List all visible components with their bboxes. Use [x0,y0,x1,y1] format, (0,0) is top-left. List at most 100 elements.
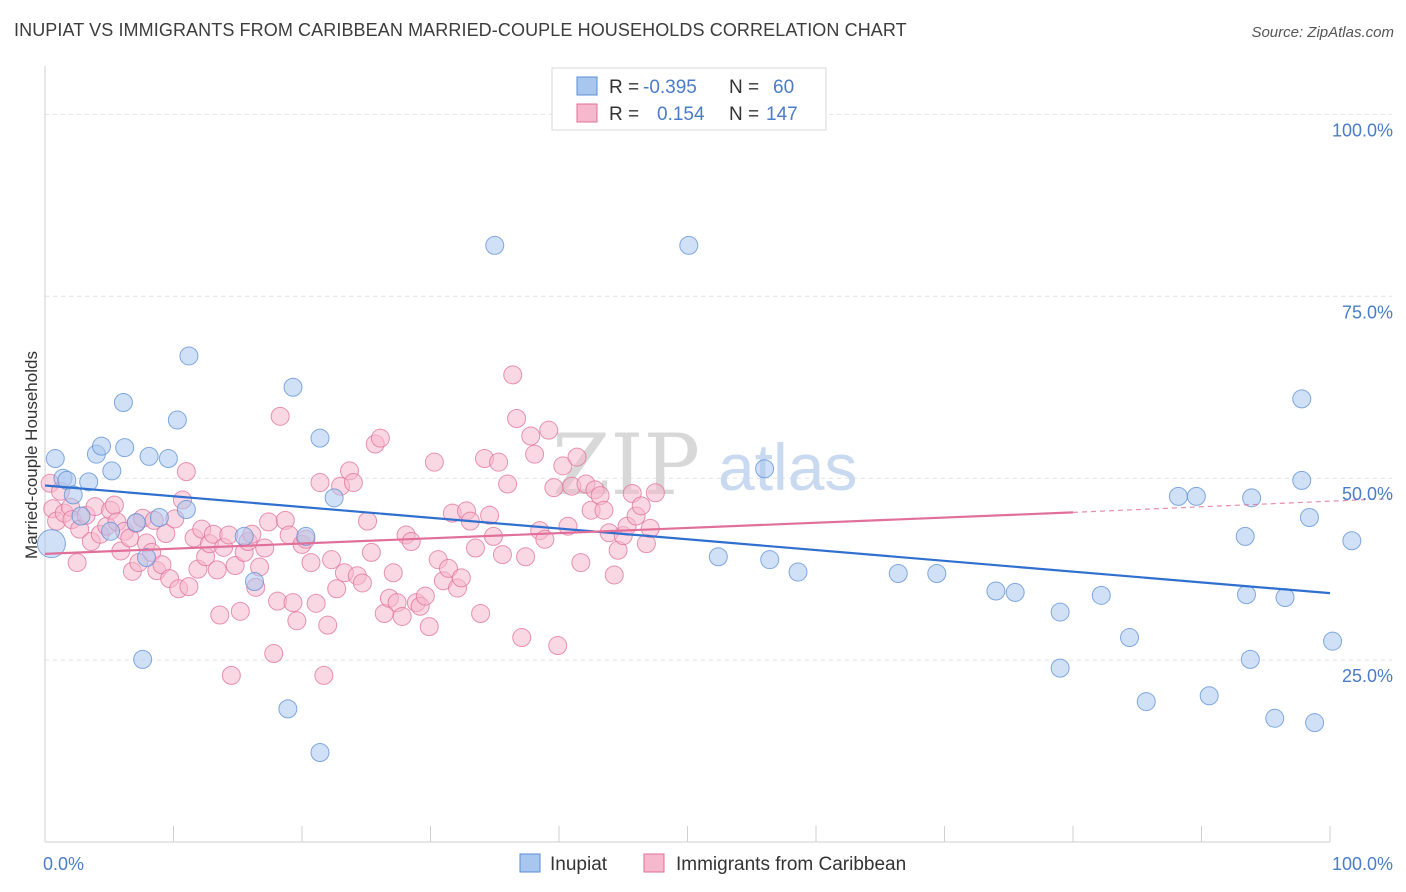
inupiat-point-37 [927,564,947,584]
caribbean-point-124 [567,447,587,467]
inupiat-point-42 [1091,585,1111,605]
inupiat-point-29 [324,488,344,508]
axes [44,66,1331,843]
inupiat-point-19 [167,410,187,430]
legend-swatch-caribbean [576,103,598,123]
y-tick-label-1: 50.0% [1342,484,1393,504]
inupiat-point-28 [310,743,330,763]
caribbean-point-77 [352,573,372,593]
inupiat-point-45 [1168,486,1188,506]
legend-n-value-1: 60 [773,77,794,98]
caribbean-point-96 [438,558,458,578]
caribbean-point-99 [451,568,471,588]
trend-line-caribbean [44,511,1074,555]
caribbean-point-118 [539,420,559,440]
inupiat-point-13 [126,513,146,533]
caribbean-point-55 [259,512,279,532]
inupiat-point-17 [149,507,169,527]
inupiat-point-10 [102,461,122,481]
trend-lines [44,484,1391,595]
caribbean-point-42 [207,560,227,580]
caribbean-point-62 [287,611,307,631]
inupiat-point-43 [1120,628,1140,648]
inupiat-point-21 [179,346,199,366]
inupiat-point-48 [1235,526,1255,546]
inupiat-point-39 [1005,582,1025,602]
caribbean-point-110 [503,365,523,385]
inupiat-point-4 [63,485,83,505]
caribbean-point-84 [383,563,403,583]
x-tick-label-0: 0.0% [43,854,84,874]
caribbean-point-65 [301,553,321,573]
caribbean-point-58 [270,406,290,426]
caribbean-point-111 [507,409,527,429]
inupiat-point-49 [1236,585,1256,605]
legend-box: R = -0.395 N = 60 R = 0.154 N = 147 [551,67,827,131]
inupiat-point-0 [36,529,66,559]
bottom-legend-inupiat: Inupiat [550,854,608,875]
inupiat-point-25 [283,377,303,397]
inupiat-point-22 [234,526,254,546]
inupiat-point-57 [1305,713,1325,733]
caribbean-point-71 [327,579,347,599]
inupiat-point-38 [986,581,1006,601]
legend-r-label-2: R = [609,104,639,125]
caribbean-point-46 [221,665,241,685]
caribbean-point-141 [645,483,665,503]
inupiat-point-55 [1292,389,1312,409]
caribbean-point-92 [419,617,439,637]
bottom-legend-swatch-caribbean [643,853,665,873]
caribbean-point-69 [318,615,338,635]
caribbean-point-66 [306,593,326,613]
caribbean-point-109 [498,474,518,494]
legend-swatch-inupiat [576,76,598,96]
watermark-atlas: atlas [718,430,857,504]
caribbean-point-113 [516,547,536,567]
caribbean-point-56 [264,644,284,664]
inupiat-point-33 [755,459,775,479]
legend-r-value-2: 0.154 [657,104,705,125]
inupiat-point-14 [133,649,153,669]
y-tick-label-2: 75.0% [1342,302,1393,322]
caribbean-point-7 [67,553,87,573]
inupiat-point-44 [1136,692,1156,712]
inupiat-point-41 [1050,658,1070,678]
caribbean-point-121 [553,456,573,476]
caribbean-point-112 [512,628,532,648]
inupiat-point-30 [485,235,505,255]
inupiat-point-27 [310,428,330,448]
inupiat-point-51 [1242,488,1262,508]
inupiat-point-15 [137,548,157,568]
legend-n-value-2: 147 [766,104,798,125]
caribbean-point-61 [283,593,303,613]
inupiat-point-5 [71,506,91,526]
caribbean-point-120 [548,636,568,656]
bottom-legend: Inupiat Immigrants from Caribbean [519,853,906,875]
inupiat-point-8 [92,436,112,456]
inupiat-point-34 [760,550,780,570]
inupiat-point-46 [1186,486,1206,506]
inupiat-point-6 [79,472,99,492]
inupiat-point-32 [708,547,728,567]
caribbean-point-93 [424,452,444,472]
inupiat-point-59 [1342,531,1362,551]
inupiat-point-40 [1050,602,1070,622]
y-axis-label: Married-couple Households [22,351,41,559]
caribbean-point-79 [361,542,381,562]
caribbean-point-47 [225,556,245,576]
caribbean-point-78 [358,511,378,531]
caribbean-point-132 [604,565,624,585]
caribbean-point-34 [176,462,196,482]
caribbean-point-68 [314,665,334,685]
inupiat-point-31 [679,235,699,255]
caribbean-point-130 [594,500,614,520]
caribbean-point-103 [471,604,491,624]
caribbean-point-75 [343,473,363,493]
caribbean-point-107 [489,452,509,472]
caribbean-point-15 [104,495,124,515]
x-tick-label-1: 100.0% [1332,854,1393,874]
inupiat-point-47 [1199,686,1219,706]
caribbean-point-70 [322,550,342,570]
inupiat-point-50 [1240,649,1260,669]
